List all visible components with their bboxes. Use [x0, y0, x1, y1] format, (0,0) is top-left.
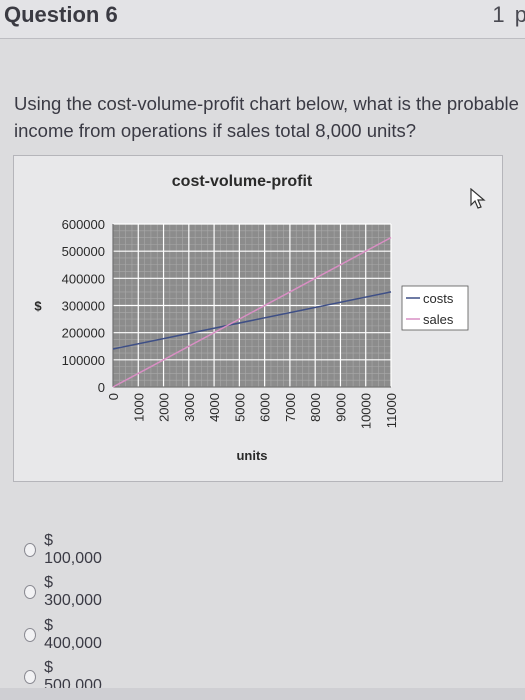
legend-box: [401, 285, 469, 331]
x-tick-label: 9000: [333, 393, 348, 422]
series-line-costs: [112, 291, 392, 350]
x-tick-label: 1000: [131, 393, 146, 422]
y-axis-label: $: [34, 299, 42, 314]
y-tick-label: 500000: [62, 244, 105, 259]
legend-label-costs: costs: [423, 291, 454, 306]
radio-button[interactable]: [24, 543, 37, 557]
answer-option-label: $ 300,000: [44, 574, 102, 609]
y-tick-label: 400000: [62, 271, 105, 286]
chart-svg: cost-volume-profit0100000200000300000400…: [34, 173, 469, 463]
answer-option[interactable]: $ 300,000: [24, 574, 104, 610]
chart-title: cost-volume-profit: [172, 173, 313, 190]
y-tick-label: 600000: [62, 217, 105, 232]
question-text: Using the cost-volume-profit chart below…: [14, 93, 519, 141]
y-tick-label: 0: [98, 380, 105, 395]
radio-button[interactable]: [24, 628, 37, 642]
x-tick-label: 3000: [182, 393, 197, 422]
radio-button[interactable]: [24, 585, 37, 599]
answer-option[interactable]: $ 400,000: [24, 617, 104, 653]
y-tick-label: 300000: [62, 299, 105, 314]
x-tick-label: 5000: [232, 393, 247, 422]
x-axis-label: units: [236, 448, 267, 463]
series-line-sales: [112, 236, 392, 388]
answer-option-label: $ 100,000: [44, 532, 102, 567]
x-tick-label: 2000: [157, 393, 172, 422]
y-tick-label: 100000: [62, 353, 105, 368]
x-tick-label: 11000: [384, 393, 399, 428]
x-tick-label: 10000: [359, 393, 374, 429]
cvp-chart: cost-volume-profit 0 100000 200000 300000 400…: [13, 155, 503, 482]
x-tick-label: 4000: [207, 393, 222, 422]
x-tick-label: 8000: [308, 393, 323, 422]
answer-option[interactable]: $ 100,000: [24, 532, 104, 568]
answer-option-label: $ 400,000: [44, 617, 102, 652]
legend-label-sales: sales: [423, 312, 454, 327]
question-title: Question 6: [4, 2, 118, 27]
x-tick-label: 0: [106, 393, 121, 400]
radio-button[interactable]: [24, 670, 37, 684]
mouse-pointer-icon: [470, 188, 486, 209]
question-points: 1 p: [492, 2, 525, 27]
y-tick-label: 200000: [62, 326, 105, 341]
question-header: Question 6 1 p: [0, 0, 525, 39]
bottom-bar: [0, 688, 525, 700]
x-tick-label: 7000: [283, 393, 298, 422]
x-tick-label: 6000: [258, 393, 273, 422]
